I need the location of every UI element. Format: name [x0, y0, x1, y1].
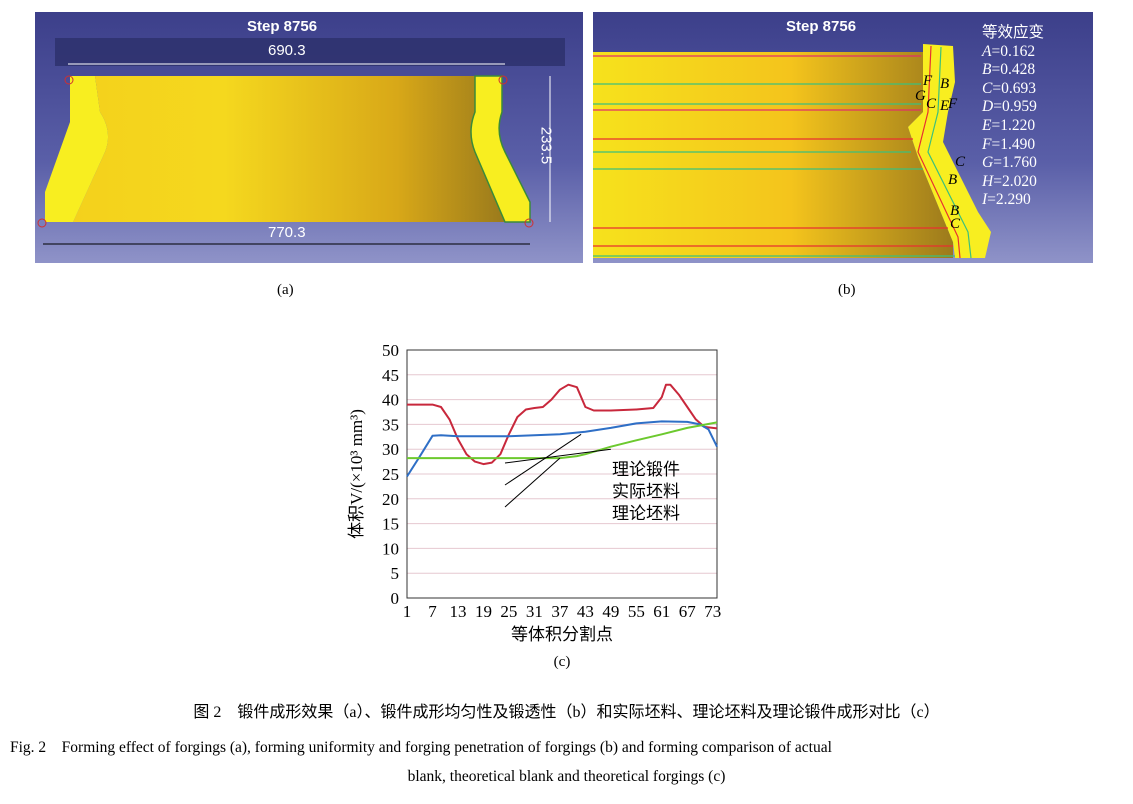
y-tick-label: 30: [382, 440, 399, 459]
legend-entry: G=1.760: [982, 154, 1044, 173]
y-tick-label: 45: [382, 366, 399, 385]
leader-line: [504, 457, 561, 508]
y-tick-label: 20: [382, 490, 399, 509]
step-label-b: Step 8756: [786, 18, 857, 35]
legend-value: =0.428: [991, 61, 1036, 79]
caption-en-line1: Fig. 2 Forming effect of forgings (a), f…: [10, 739, 832, 756]
contour-label: B: [950, 203, 959, 219]
contour-label: G: [915, 88, 926, 104]
leader-line: [504, 448, 611, 464]
series-line-0: [407, 383, 718, 466]
y-tick-label: 40: [382, 391, 399, 410]
dimension-height: 233.5: [537, 126, 555, 165]
dimension-bottom: 770.3: [268, 224, 306, 241]
legend-entry: C=0.693: [982, 80, 1044, 99]
legend-value: =0.162: [991, 42, 1036, 60]
legend-title: 等效应变: [982, 24, 1045, 41]
x-tick-label: 1: [403, 602, 412, 621]
x-tick-label: 67: [679, 602, 697, 621]
legend-value: =2.020: [993, 172, 1037, 190]
x-tick-label: 25: [500, 602, 517, 621]
series-label: 实际坯料: [612, 482, 680, 501]
forging-shape-a: [37, 38, 565, 245]
legend-key: E: [982, 116, 992, 134]
legend-value: =1.220: [991, 116, 1036, 134]
legend-entry: B=0.428: [982, 61, 1044, 80]
y-tick-label: 0: [391, 589, 400, 608]
legend-key: C: [982, 79, 993, 97]
contour-label: C: [955, 154, 966, 170]
caption-zh: 图 2 锻件成形效果（a）、锻件成形均匀性及锻透性（b）和实际坯料、理论坯料及理…: [193, 704, 940, 721]
x-tick-label: 7: [428, 602, 437, 621]
legend-entry: F=1.490: [982, 136, 1044, 155]
caption-en-line2: blank, theoretical blank and theoretical…: [407, 768, 726, 785]
contour-label: F: [947, 96, 958, 112]
x-tick-label: 61: [653, 602, 670, 621]
legend-key: A: [982, 42, 992, 60]
x-tick-label: 13: [449, 602, 466, 621]
panel-c-label: (c): [554, 654, 571, 670]
panel-a-label: (a): [277, 282, 294, 298]
y-tick-label: 25: [382, 465, 399, 484]
series-line-1: [406, 420, 718, 478]
contour-label: E: [939, 98, 949, 114]
plot-frame: [406, 349, 718, 599]
x-tick-label: 43: [577, 602, 594, 621]
legend-key: G: [982, 154, 994, 172]
legend-entry: H=2.020: [982, 173, 1044, 192]
series-label: 理论锻件: [612, 460, 680, 479]
legend-key: B: [982, 61, 992, 79]
contour-label: B: [948, 172, 957, 188]
legend-value: =1.760: [993, 154, 1037, 172]
step-label-a: Step 8756: [247, 18, 318, 35]
x-tick-label: 49: [602, 602, 619, 621]
x-tick-label: 19: [475, 602, 492, 621]
contour-label: C: [950, 216, 961, 232]
legend-value: =1.490: [991, 135, 1036, 153]
x-tick-label: 37: [551, 602, 569, 621]
panel-b-label: (b): [838, 282, 856, 298]
legend-value: =0.693: [992, 79, 1036, 97]
y-tick-label: 15: [382, 515, 399, 534]
legend-value: =2.290: [987, 191, 1031, 209]
series-line-2: [407, 421, 718, 460]
contour-label: F: [922, 73, 933, 89]
strain-contour-shape: F B G C E F C B B C: [593, 44, 991, 259]
x-tick-label: 31: [526, 602, 543, 621]
y-tick-label: 10: [382, 539, 399, 558]
legend-key: I: [982, 191, 988, 209]
legend-entry: D=0.959: [982, 98, 1044, 117]
panel-a-simulation: Step 8756 690.3 233.5 770.3: [35, 12, 583, 263]
volume-chart: 0 5 10 15 20 25 30 35 40 45 50 1 7 13 19 25 31 37 43 49 55 61…: [347, 341, 721, 670]
x-tick-label: 55: [628, 602, 645, 621]
y-axis-label: 体积V/(×10³ mm³): [347, 409, 366, 539]
legend-key: H: [982, 172, 994, 190]
legend-key: D: [982, 98, 994, 116]
contour-label: C: [926, 96, 937, 112]
x-tick-label: 73: [704, 602, 721, 621]
leader-line: [504, 433, 582, 486]
x-axis-label: 等体积分割点: [511, 625, 613, 644]
y-tick-label: 50: [382, 341, 399, 360]
panel-b-strain: F B G C E F C B B C Step 8756: [593, 12, 1093, 263]
strain-legend: 等效应变 A=0.162 B=0.428 C=0.693 D=0.959 E=1.220…: [982, 24, 1044, 210]
y-tick-label: 35: [382, 415, 399, 434]
legend-entry: I=2.290: [982, 191, 1044, 210]
series-label: 理论坯料: [612, 504, 680, 523]
legend-value: =0.959: [993, 98, 1037, 116]
contour-label: B: [940, 76, 949, 92]
legend-entry: A=0.162: [982, 43, 1044, 62]
legend-key: F: [982, 135, 992, 153]
dimension-top: 690.3: [268, 42, 306, 59]
y-tick-label: 5: [391, 564, 400, 583]
legend-entry: E=1.220: [982, 117, 1044, 136]
